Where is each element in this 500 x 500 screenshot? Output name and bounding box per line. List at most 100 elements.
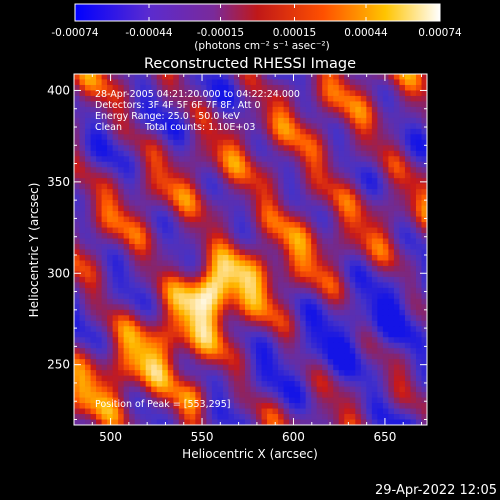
- heatmap-cell: [283, 249, 290, 256]
- heatmap-cell: [162, 403, 169, 410]
- heatmap-cell: [360, 84, 367, 92]
- heatmap-cell: [355, 342, 362, 349]
- heatmap-cell: [85, 134, 92, 141]
- heatmap-cell: [244, 315, 252, 322]
- heatmap-cell: [134, 227, 141, 234]
- heatmap-cell: [289, 189, 296, 196]
- heatmap-cell: [107, 128, 114, 135]
- heatmap-cell: [360, 392, 367, 399]
- heatmap-cell: [184, 403, 191, 410]
- heatmap-cell: [173, 265, 180, 273]
- heatmap-cell: [79, 348, 86, 355]
- heatmap-cell: [338, 145, 345, 152]
- heatmap-cell: [118, 74, 125, 81]
- heatmap-cell: [261, 298, 268, 305]
- heatmap-cell: [107, 238, 114, 245]
- heatmap-cell: [410, 238, 417, 245]
- heatmap-cell: [112, 238, 119, 245]
- heatmap-cell: [272, 353, 279, 360]
- heatmap-cell: [211, 298, 219, 305]
- heatmap-cell: [134, 79, 141, 86]
- heatmap-cell: [206, 353, 213, 360]
- heatmap-cell: [184, 222, 191, 229]
- heatmap-cell: [278, 348, 285, 355]
- heatmap-cell: [349, 386, 356, 393]
- heatmap-cell: [239, 172, 246, 179]
- heatmap-cell: [134, 161, 141, 168]
- heatmap-cell: [256, 254, 263, 262]
- heatmap-cell: [79, 331, 86, 338]
- heatmap-cell: [415, 189, 423, 196]
- heatmap-cell: [90, 331, 97, 338]
- heatmap-cell: [410, 304, 417, 311]
- heatmap-cell: [327, 276, 334, 284]
- heatmap-cell: [338, 309, 345, 316]
- heatmap-cell: [371, 161, 378, 168]
- heatmap-cell: [294, 282, 301, 289]
- heatmap-cell: [344, 178, 351, 185]
- heatmap-cell: [311, 106, 318, 114]
- heatmap-cell: [239, 128, 246, 135]
- heatmap-cell: [167, 112, 174, 119]
- heatmap-cell: [162, 205, 169, 212]
- heatmap-cell: [278, 167, 285, 174]
- heatmap-cell: [118, 189, 125, 196]
- heatmap-cell: [355, 156, 362, 163]
- heatmap-cell: [344, 134, 351, 141]
- heatmap-cell: [399, 419, 406, 425]
- heatmap-cell: [360, 342, 367, 349]
- heatmap-cell: [140, 364, 147, 371]
- heatmap-cell: [399, 167, 406, 174]
- heatmap-cell: [167, 397, 174, 404]
- heatmap-cell: [278, 381, 285, 388]
- heatmap-cell: [250, 123, 257, 130]
- heatmap-cell: [184, 364, 191, 371]
- heatmap-cell: [377, 282, 384, 289]
- heatmap-cell: [355, 276, 362, 284]
- heatmap-cell: [261, 397, 268, 404]
- heatmap-cell: [393, 320, 401, 327]
- heatmap-cell: [145, 156, 152, 163]
- heatmap-cell: [244, 287, 252, 295]
- heatmap-cell: [85, 79, 92, 86]
- heatmap-cell: [355, 74, 362, 81]
- heatmap-cell: [404, 397, 412, 404]
- heatmap-cell: [338, 123, 345, 130]
- heatmap-cell: [377, 392, 384, 399]
- heatmap-cell: [366, 150, 373, 157]
- heatmap-cell: [101, 282, 108, 289]
- heatmap-cell: [244, 238, 252, 245]
- heatmap-cell: [96, 150, 103, 157]
- heatmap-cell: [272, 293, 279, 300]
- heatmap-cell: [388, 342, 395, 349]
- heatmap-cell: [300, 90, 307, 97]
- heatmap-cell: [129, 222, 136, 229]
- heatmap-cell: [261, 145, 268, 152]
- heatmap-cell: [101, 117, 108, 124]
- heatmap-cell: [151, 244, 158, 251]
- heatmap-cell: [96, 84, 103, 92]
- heatmap-cell: [349, 139, 356, 146]
- heatmap-cell: [366, 134, 373, 141]
- heatmap-cell: [305, 304, 312, 311]
- heatmap-cell: [316, 304, 323, 311]
- heatmap-cell: [162, 145, 169, 152]
- heatmap-cell: [85, 84, 92, 92]
- heatmap-cell: [233, 392, 241, 399]
- heatmap-cell: [300, 227, 307, 234]
- heatmap-cell: [189, 320, 196, 327]
- heatmap-cell: [382, 326, 389, 333]
- heatmap-cell: [322, 156, 329, 163]
- heatmap-cell: [388, 271, 395, 278]
- heatmap-cell: [239, 282, 246, 289]
- heatmap-cell: [421, 244, 427, 251]
- heatmap-cell: [244, 183, 252, 190]
- heatmap-cell: [250, 106, 257, 114]
- heatmap-cell: [239, 167, 246, 174]
- heatmap-cell: [250, 211, 257, 218]
- heatmap-cell: [173, 254, 180, 262]
- heatmap-cell: [140, 216, 147, 223]
- heatmap-cell: [217, 397, 224, 404]
- heatmap-cell: [294, 342, 301, 349]
- heatmap-cell: [145, 331, 152, 338]
